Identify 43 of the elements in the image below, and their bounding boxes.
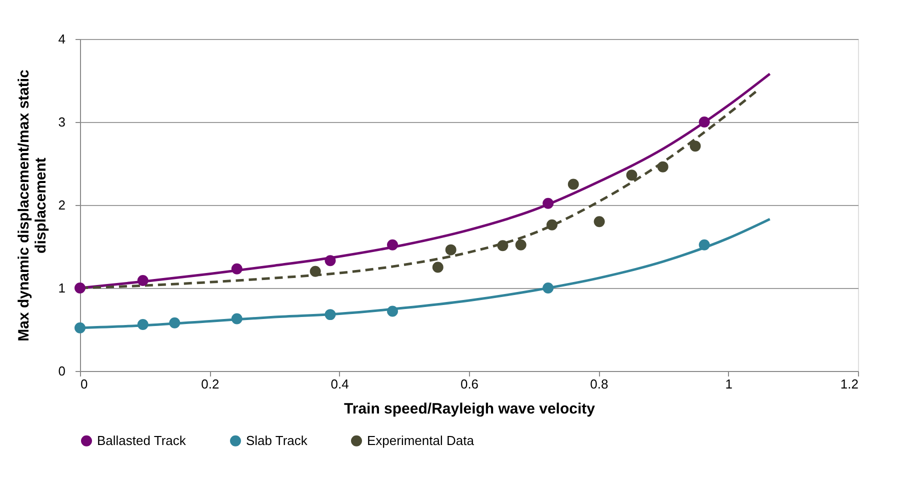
y-tick-label: 1 xyxy=(58,280,66,296)
x-tick-label: 1.2 xyxy=(840,376,858,392)
point xyxy=(698,239,710,250)
point xyxy=(594,216,605,228)
point xyxy=(231,313,242,324)
point xyxy=(231,263,242,274)
point xyxy=(690,140,701,152)
point xyxy=(74,282,86,294)
point xyxy=(310,266,321,277)
y-tick-label: 0 xyxy=(58,364,66,378)
point xyxy=(698,116,710,128)
point xyxy=(324,255,336,266)
y-tick-label: 3 xyxy=(58,114,66,130)
point xyxy=(137,319,148,330)
x-tick-label: 0.8 xyxy=(590,376,608,392)
x-tick-label: 0.4 xyxy=(330,376,349,392)
x-axis-title: Train speed/Rayleigh wave velocity xyxy=(344,400,596,418)
point xyxy=(515,239,526,250)
x-tick-label: 0 xyxy=(80,376,88,392)
point xyxy=(387,306,398,317)
y-tick-label: 2 xyxy=(58,198,66,212)
legend-label: Slab Track xyxy=(246,432,308,448)
x-tick-label: 1 xyxy=(725,376,732,392)
point xyxy=(542,198,554,209)
x-tick-label: 0.2 xyxy=(201,376,220,392)
point xyxy=(74,322,86,334)
point xyxy=(387,239,398,250)
y-tick-label: 4 xyxy=(58,32,66,46)
point xyxy=(568,178,579,190)
point xyxy=(137,275,148,286)
x-tick-label: 0.6 xyxy=(460,376,479,392)
point xyxy=(324,309,336,320)
point xyxy=(542,282,554,294)
y-axis-title: Max dynamic displacement/max static displacement xyxy=(15,70,50,342)
point xyxy=(546,219,558,230)
legend-label: Ballasted Track xyxy=(97,432,186,448)
point xyxy=(169,317,180,328)
point xyxy=(432,262,444,273)
point xyxy=(657,161,668,172)
legend-label: Experimental Data xyxy=(367,432,475,448)
point xyxy=(497,240,508,252)
point xyxy=(445,244,456,256)
point xyxy=(626,170,638,181)
